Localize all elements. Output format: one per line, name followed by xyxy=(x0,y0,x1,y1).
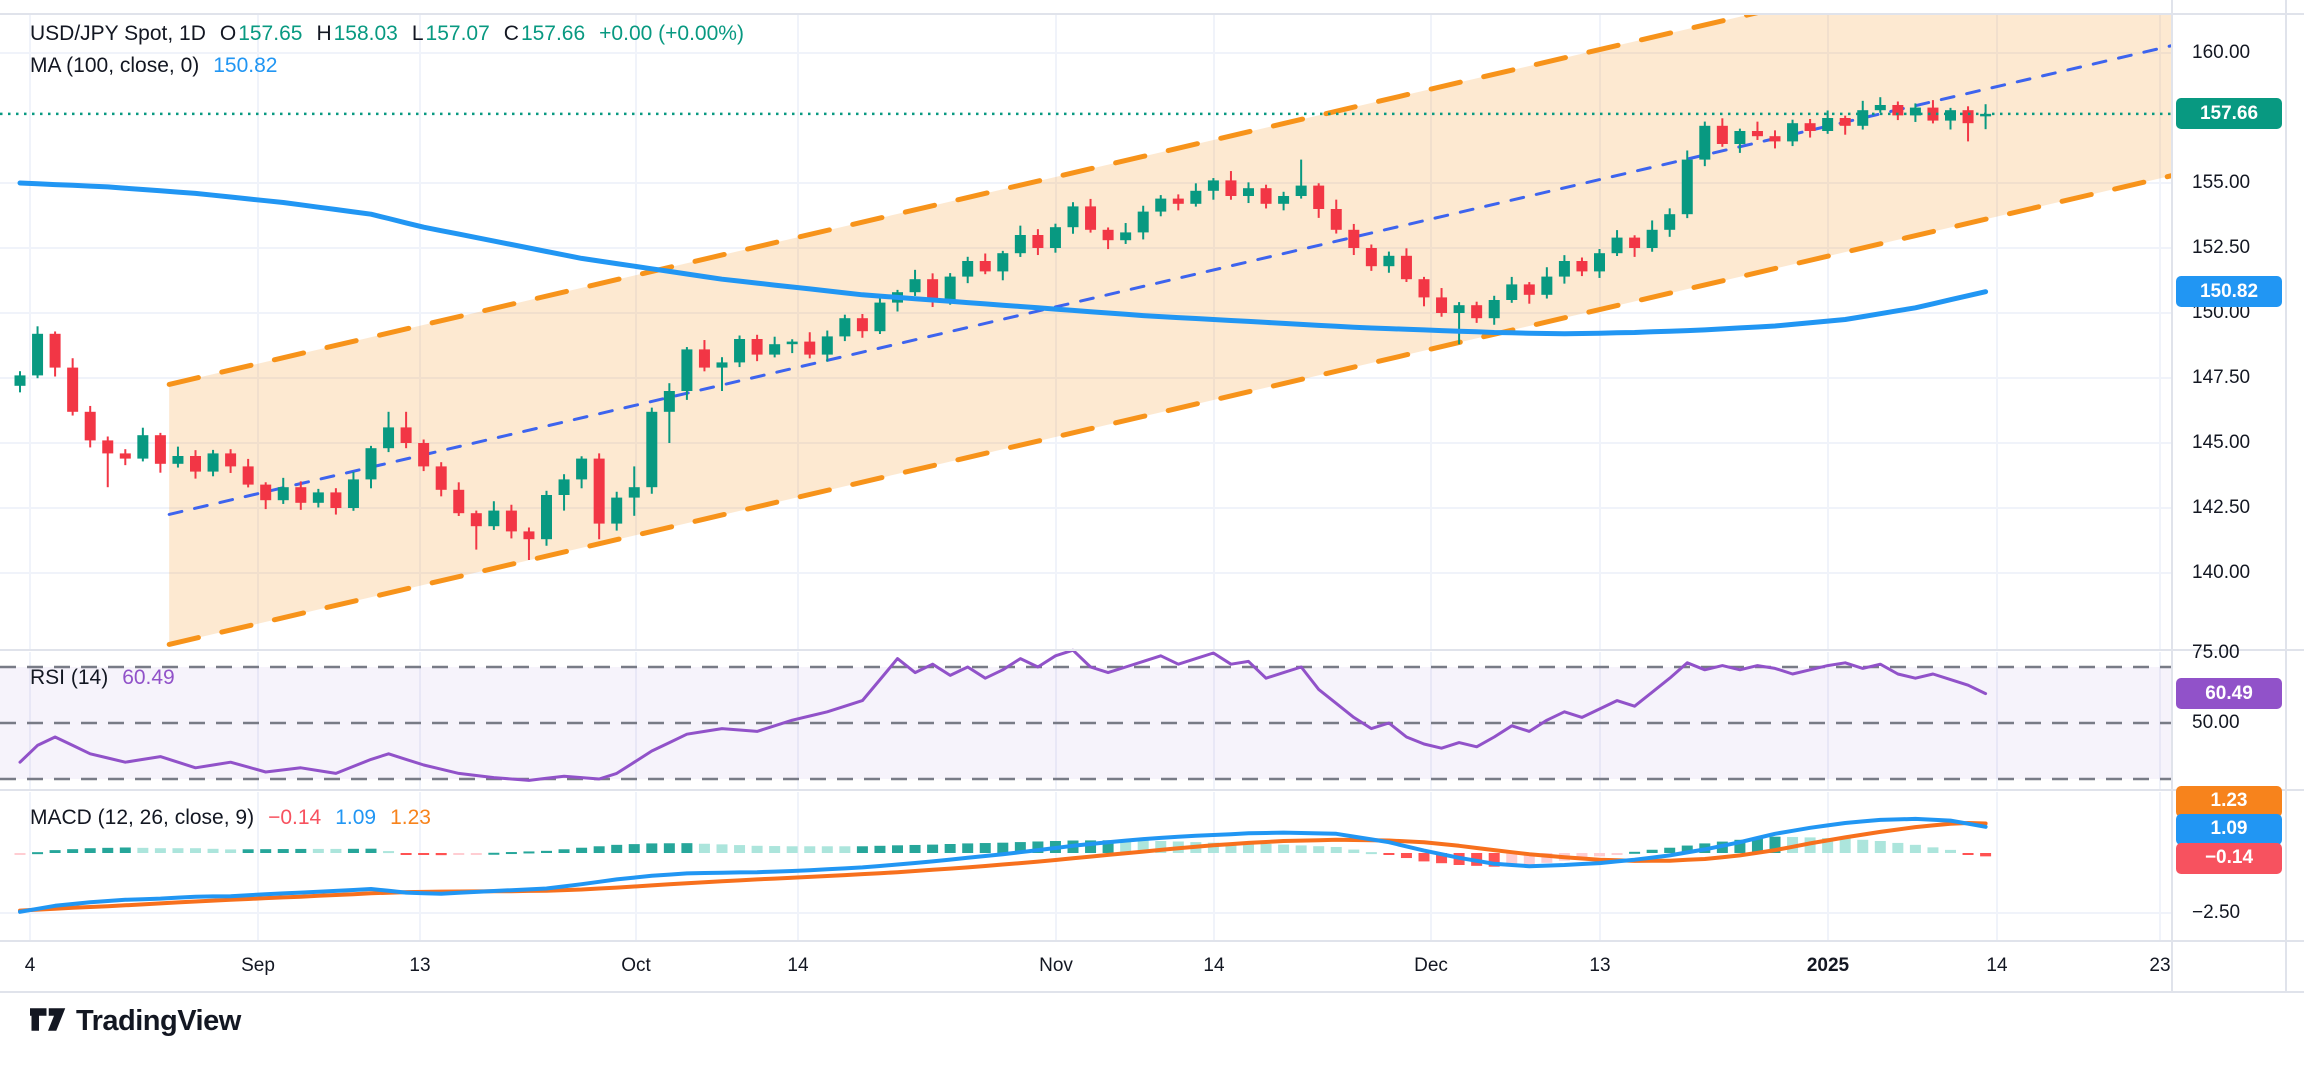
time-label-Dec: Dec xyxy=(1414,955,1448,976)
axis-badge-150.82: 150.82 xyxy=(2176,276,2282,308)
ma-value: 150.82 xyxy=(213,54,278,77)
tradingview-logo-text: TradingView xyxy=(76,1004,241,1037)
time-label-13: 13 xyxy=(409,955,431,976)
time-label-14: 14 xyxy=(787,955,809,976)
ohlc-low: L 157.07 xyxy=(411,22,490,45)
axis-badge-60.49: 60.49 xyxy=(2176,678,2282,710)
symbol-legend: USD/JPY Spot, 1D O 157.65 H 158.03 L 157.07… xyxy=(30,22,744,46)
axis-badge-1.23: 1.23 xyxy=(2176,785,2282,817)
rsi-tick-50.00: 50.00 xyxy=(2192,712,2240,733)
tradingview-logo-icon xyxy=(30,1008,66,1031)
time-label-Sep: Sep xyxy=(241,955,275,976)
macd-tick: −2.50 xyxy=(2192,902,2241,923)
time-label-Nov: Nov xyxy=(1039,955,1073,976)
symbol-title: USD/JPY Spot, 1D xyxy=(30,22,206,45)
rsi-value: 60.49 xyxy=(122,666,175,689)
macd-line-value: 1.09 xyxy=(335,806,377,829)
axis-badge-1.09: 1.09 xyxy=(2176,813,2282,845)
tradingview-logo[interactable]: TradingView xyxy=(30,1004,241,1038)
time-label-4: 4 xyxy=(24,955,36,976)
ma-label: MA (100, close, 0) xyxy=(30,54,200,77)
macd-signal-value: 1.23 xyxy=(390,806,431,829)
price-tick-142.50: 142.50 xyxy=(2192,497,2251,518)
price-tick-150.00: 150.00 xyxy=(2192,302,2251,323)
axis-badge-157.66: 157.66 xyxy=(2176,98,2282,130)
ohlc-high: H 158.03 xyxy=(316,22,398,45)
time-axis[interactable]: 4 Sep 13 Oct 14 Nov 14 Dec 13 2025 14 23 xyxy=(0,943,2172,993)
price-change: +0.00 (+0.00%) xyxy=(599,22,744,45)
price-tick-140.00: 140.00 xyxy=(2192,562,2251,583)
macd-label: MACD (12, 26, close, 9) xyxy=(30,806,255,829)
rsi-tick-75.00: 75.00 xyxy=(2192,642,2240,663)
time-label-13: 13 xyxy=(1589,955,1611,976)
price-tick-152.50: 152.50 xyxy=(2192,237,2251,258)
price-tick-155.00: 155.00 xyxy=(2192,172,2251,193)
rsi-legend: RSI (14) 60.49 xyxy=(30,666,175,690)
time-label-14: 14 xyxy=(1986,955,2008,976)
price-tick-145.00: 145.00 xyxy=(2192,432,2251,453)
ma-legend: MA (100, close, 0) 150.82 xyxy=(30,54,277,78)
macd-legend: MACD (12, 26, close, 9) −0.14 1.09 1.23 xyxy=(30,806,431,830)
time-label-23: 23 xyxy=(2149,955,2171,976)
price-tick-147.50: 147.50 xyxy=(2192,367,2251,388)
time-label-Oct: Oct xyxy=(621,955,651,976)
time-label-14: 14 xyxy=(1203,955,1225,976)
macd-hist-value: −0.14 xyxy=(268,806,322,829)
ohlc-open: O 157.65 xyxy=(219,22,303,45)
ohlc-close: C 157.66 xyxy=(503,22,586,45)
price-tick-160.00: 160.00 xyxy=(2192,42,2251,63)
time-label-2025: 2025 xyxy=(1806,955,1850,976)
rsi-label: RSI (14) xyxy=(30,666,109,689)
axis-badge-−0.14: −0.14 xyxy=(2176,842,2282,874)
price-axis[interactable]: 160.00 155.00 152.50 150.00 147.50 145.00 142.… xyxy=(2172,0,2304,1066)
